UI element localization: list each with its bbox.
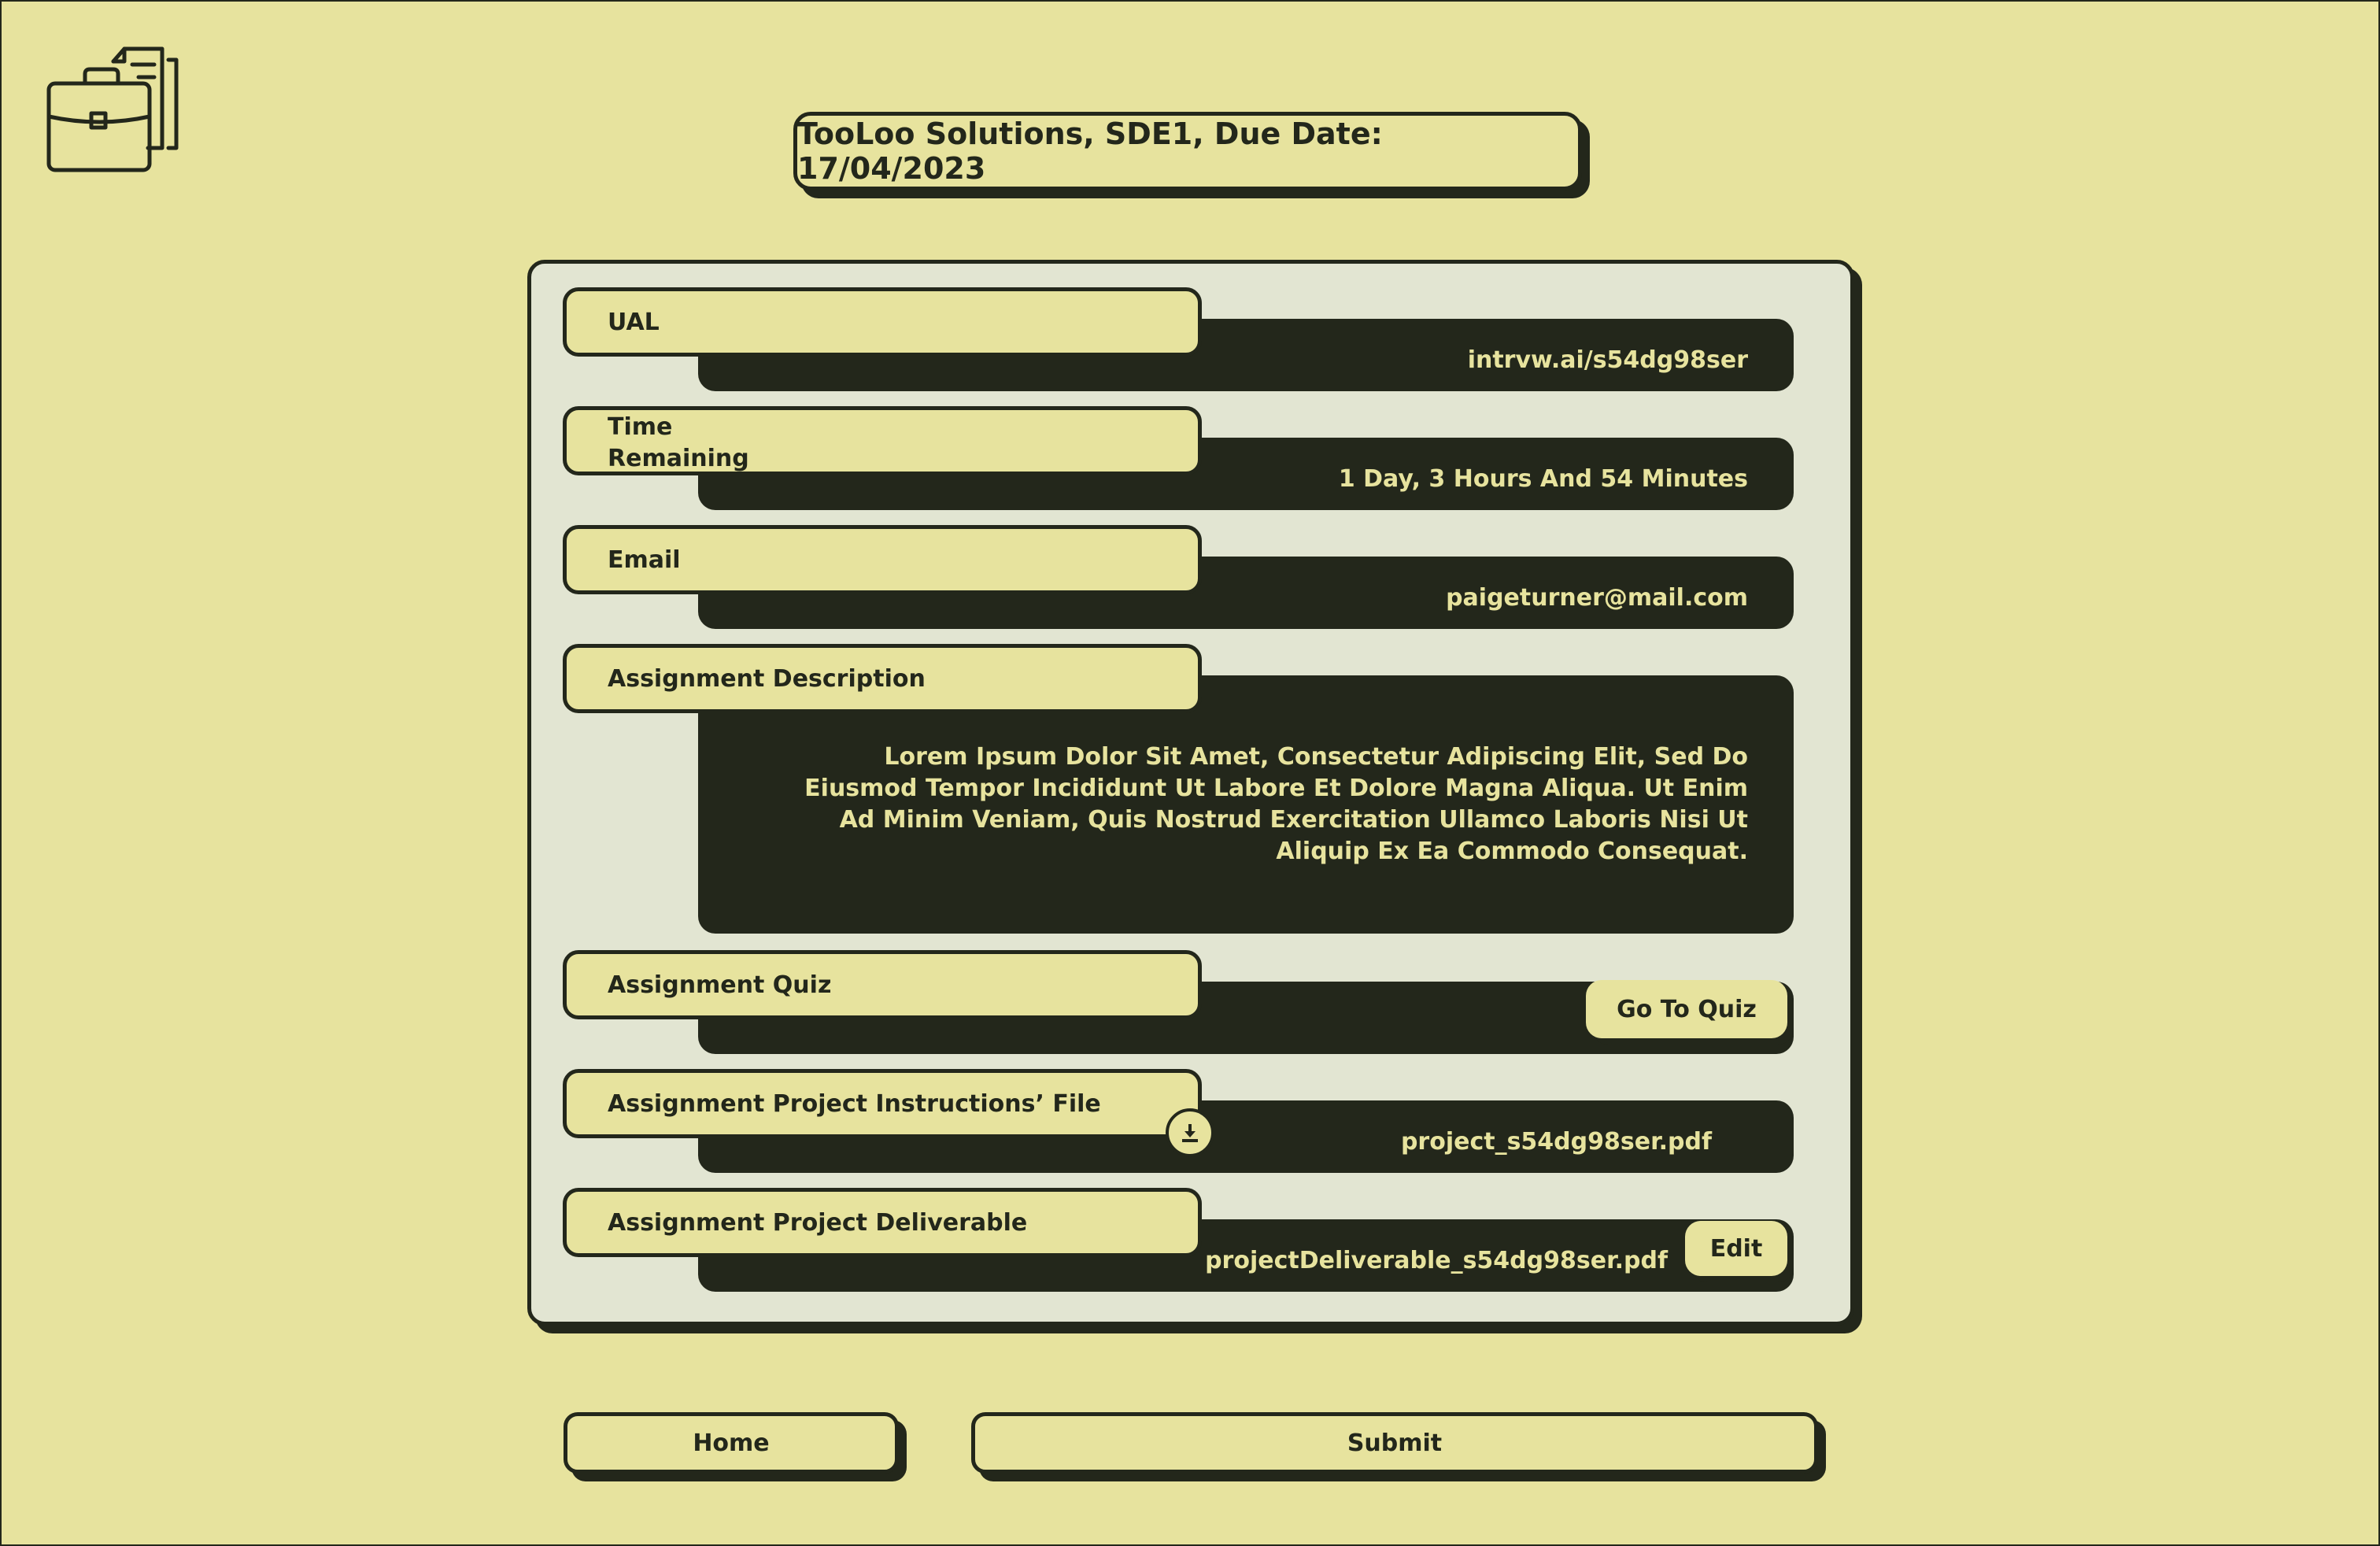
- assignment-description-text: Lorem Ipsum Dolor Sit Amet, Consectetur …: [804, 743, 1748, 865]
- instructions-file-label: Assignment Project Instructions’ File: [563, 1069, 1202, 1138]
- home-button[interactable]: Home: [564, 1412, 899, 1474]
- page-title: TooLoo Solutions, SDE1, Due Date: 17/04/…: [793, 112, 1582, 190]
- download-icon: [1182, 1124, 1198, 1142]
- go-to-quiz-button[interactable]: Go To Quiz: [1586, 980, 1787, 1038]
- ual-label: UAL: [563, 287, 1202, 357]
- download-button[interactable]: [1166, 1108, 1214, 1157]
- ual-value-text: intrvw.ai/s54dg98ser: [1467, 346, 1748, 374]
- assignment-description-label: Assignment Description: [563, 644, 1202, 713]
- email-label: Email: [563, 525, 1202, 594]
- time-remaining-label-line2: Remaining: [608, 445, 749, 472]
- instructions-file-name: project_s54dg98ser.pdf: [1400, 1128, 1712, 1156]
- assignment-details-panel: UAL intrvw.ai/s54dg98ser Time Remaining …: [527, 260, 1854, 1326]
- time-remaining-value-text: 1 Day, 3 Hours And 54 Minutes: [1338, 465, 1748, 493]
- briefcase-documents-icon: [46, 46, 179, 172]
- time-remaining-label: Time Remaining: [563, 406, 1202, 475]
- assignment-quiz-label: Assignment Quiz: [563, 950, 1202, 1019]
- edit-deliverable-button[interactable]: Edit: [1685, 1221, 1787, 1276]
- submit-button[interactable]: Submit: [971, 1412, 1818, 1474]
- time-remaining-label-line1: Time: [608, 413, 673, 441]
- deliverable-label: Assignment Project Deliverable: [563, 1188, 1202, 1257]
- deliverable-file-name: projectDeliverable_s54dg98ser.pdf: [1205, 1247, 1668, 1274]
- email-value-text: paigeturner@mail.com: [1446, 584, 1748, 612]
- assignment-description-value: Lorem Ipsum Dolor Sit Amet, Consectetur …: [698, 675, 1794, 934]
